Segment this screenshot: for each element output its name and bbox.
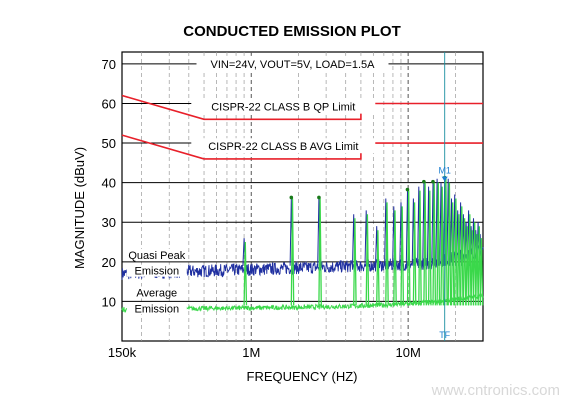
y-tick-label: 30 [102, 215, 116, 230]
average-emission-peak [376, 230, 380, 306]
average-emission-peak [427, 190, 432, 306]
average-emission-peak [457, 214, 461, 306]
average-emission-peak [418, 190, 422, 306]
annotation-box [126, 264, 187, 277]
average-emission-peak [467, 214, 472, 306]
average-emission-peak [472, 222, 477, 306]
x-tick-label: 150k [108, 345, 137, 360]
average-emission-peak [440, 186, 445, 306]
average-emission-peak [400, 206, 405, 306]
conditions-box [196, 55, 389, 72]
peak-marker [317, 195, 321, 200]
x-tick-label: 10M [395, 345, 420, 360]
qp-limit-line [121, 94, 483, 121]
marker-bottom-label: TF [439, 330, 450, 340]
series-annotation: Average [136, 287, 177, 299]
avg-limit-label: CISPR-22 CLASS B AVG Limit [208, 141, 358, 153]
chart-title: CONDUCTED EMISSION PLOT [183, 23, 401, 40]
average-emission-peak [479, 238, 484, 306]
avg-limit-line [121, 134, 483, 160]
y-tick-label: 10 [102, 294, 116, 309]
series-annotation: Quasi Peak [128, 250, 185, 262]
peak-marker [289, 195, 294, 200]
average-emission-peak [243, 241, 248, 306]
peak-marker [405, 187, 410, 192]
average-emission-peak [470, 230, 475, 306]
average-emission-peak [447, 182, 452, 306]
y-tick-label: 70 [102, 57, 116, 72]
annotation-box [126, 286, 187, 299]
y-tick-label: 20 [102, 255, 116, 270]
average-emission-peak [465, 226, 470, 306]
series-annotation: Emission [134, 303, 179, 315]
annotation-box [126, 302, 187, 315]
marker-triangle [441, 176, 448, 182]
x-axis-label: FREQUENCY (HZ) [247, 369, 358, 384]
plot-frame [121, 51, 484, 342]
average-emission-peak [393, 210, 397, 306]
average-emission-peak [475, 234, 479, 306]
marker-label: M1 [438, 166, 451, 176]
average-emission-peak [353, 218, 357, 306]
average-emission-peak [450, 202, 455, 306]
average-emission-peak [454, 198, 458, 306]
conditions-label: VIN=24V, VOUT=5V, LOAD=1.5A [211, 59, 376, 71]
peak-marker [422, 179, 426, 184]
y-axis-label: MAGNITUDE (dBuV) [72, 147, 87, 269]
average-emission-peak [365, 214, 370, 306]
qp-limit-label: CISPR-22 CLASS B QP Limit [211, 102, 355, 114]
y-tick-label: 40 [102, 176, 116, 191]
annotation-box [126, 248, 187, 261]
average-emission-peak [459, 206, 464, 306]
series-annotation: Emission [134, 266, 179, 278]
limit-label-box [191, 98, 376, 114]
y-tick-label: 60 [102, 96, 116, 111]
y-tick-label: 50 [102, 136, 116, 151]
x-tick-label: 1M [242, 345, 260, 360]
peak-marker [431, 179, 435, 184]
average-emission-peak [385, 202, 389, 306]
watermark: www.cntronics.com [431, 382, 560, 399]
limit-label-box [191, 138, 376, 154]
plot-area: 10 20 30 40 50 60 70 150k 1M 10M VIN=24V, VOUT=5V,… [102, 51, 484, 360]
average-emission-peak [436, 182, 441, 306]
average-emission-peak [412, 202, 417, 306]
average-emission-peak [462, 218, 467, 306]
